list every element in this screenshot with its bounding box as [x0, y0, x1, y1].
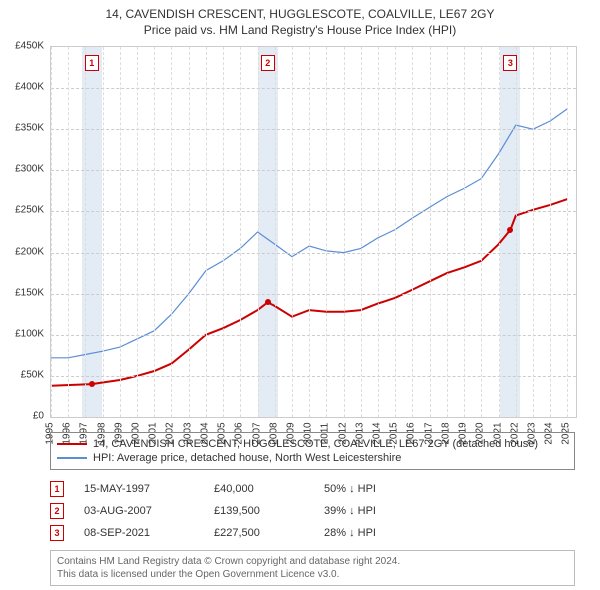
footer-line: This data is licensed under the Open Gov…: [57, 568, 568, 581]
legend-item: 14, CAVENDISH CRESCENT, HUGGLESCOTE, COA…: [57, 437, 568, 451]
y-tick-label: £350K: [15, 123, 44, 134]
transaction-date: 03-AUG-2007: [84, 505, 194, 517]
y-tick-label: £200K: [15, 246, 44, 257]
legend-swatch: [57, 443, 87, 445]
transaction-dot: [265, 299, 271, 305]
transaction-date: 08-SEP-2021: [84, 527, 194, 539]
legend-swatch: [57, 457, 87, 459]
transaction-dot: [507, 227, 513, 233]
transaction-price: £227,500: [214, 527, 304, 539]
transaction-number: 2: [50, 503, 64, 519]
transaction-number: 3: [50, 525, 64, 541]
transaction-delta: 28% ↓ HPI: [324, 527, 376, 539]
legend-item: HPI: Average price, detached house, Nort…: [57, 451, 568, 465]
transaction-delta: 39% ↓ HPI: [324, 505, 376, 517]
y-tick-label: £0: [33, 411, 44, 422]
transaction-table: 1 15-MAY-1997 £40,000 50% ↓ HPI 2 03-AUG-2007…: [50, 478, 575, 544]
y-tick-label: £250K: [15, 205, 44, 216]
transaction-dot: [89, 381, 95, 387]
legend-label: 14, CAVENDISH CRESCENT, HUGGLESCOTE, COA…: [93, 438, 538, 450]
y-tick-label: £100K: [15, 328, 44, 339]
transaction-row: 3 08-SEP-2021 £227,500 28% ↓ HPI: [50, 522, 575, 544]
transaction-number: 1: [50, 481, 64, 497]
transaction-row: 1 15-MAY-1997 £40,000 50% ↓ HPI: [50, 478, 575, 500]
transaction-marker: 3: [503, 55, 517, 71]
chart: 1 2 3: [50, 46, 577, 418]
transaction-price: £139,500: [214, 505, 304, 517]
page-title: 14, CAVENDISH CRESCENT, HUGGLESCOTE, COA…: [0, 6, 600, 22]
page-subtitle: Price paid vs. HM Land Registry's House …: [0, 22, 600, 38]
y-tick-label: £300K: [15, 164, 44, 175]
transaction-marker: 1: [85, 55, 99, 71]
transaction-marker: 2: [261, 55, 275, 71]
transaction-price: £40,000: [214, 483, 304, 495]
y-tick-label: £400K: [15, 82, 44, 93]
x-axis: 1995199619971998199920002001200220032004…: [50, 418, 575, 432]
transaction-row: 2 03-AUG-2007 £139,500 39% ↓ HPI: [50, 500, 575, 522]
plot-svg: [51, 47, 576, 417]
legend: 14, CAVENDISH CRESCENT, HUGGLESCOTE, COA…: [50, 432, 575, 470]
transaction-date: 15-MAY-1997: [84, 483, 194, 495]
footer-attribution: Contains HM Land Registry data © Crown c…: [50, 550, 575, 586]
legend-label: HPI: Average price, detached house, Nort…: [93, 452, 401, 464]
y-axis: £0£50K£100K£150K£200K£250K£300K£350K£400…: [0, 46, 48, 416]
transaction-delta: 50% ↓ HPI: [324, 483, 376, 495]
footer-line: Contains HM Land Registry data © Crown c…: [57, 555, 568, 568]
y-tick-label: £50K: [21, 369, 44, 380]
y-tick-label: £150K: [15, 287, 44, 298]
y-tick-label: £450K: [15, 41, 44, 52]
